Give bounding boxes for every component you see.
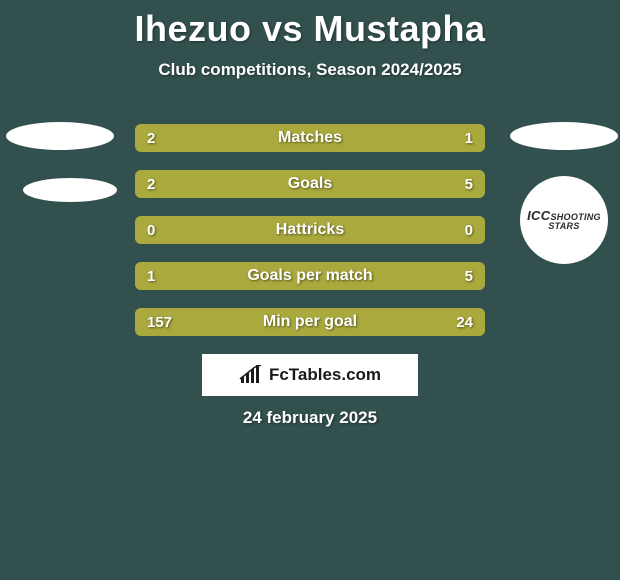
brand-text: FcTables.com	[269, 365, 381, 385]
bar-left-segment	[135, 124, 368, 152]
date-label: 24 february 2025	[0, 408, 620, 428]
subtitle: Club competitions, Season 2024/2025	[0, 60, 620, 80]
bar-row: 15724Min per goal	[135, 308, 485, 336]
brand-box: FcTables.com	[202, 354, 418, 396]
bar-row: 00Hattricks	[135, 216, 485, 244]
player-left-avatar-2	[23, 178, 117, 202]
player-left-avatar-1	[6, 122, 114, 150]
bar-left-segment	[135, 262, 193, 290]
player-right-avatar-1	[510, 122, 618, 150]
club-logo-text-top: ICC	[527, 208, 550, 223]
bar-left-segment	[135, 216, 310, 244]
bar-left-segment	[135, 308, 401, 336]
bar-right-segment	[368, 124, 485, 152]
club-logo-text-bottom: SHOOTING STARS	[548, 212, 601, 231]
bar-row: 21Matches	[135, 124, 485, 152]
bar-row: 25Goals	[135, 170, 485, 198]
brand-chart-icon	[239, 365, 263, 385]
bar-right-segment	[235, 170, 485, 198]
bar-right-segment	[193, 262, 485, 290]
page-title: Ihezuo vs Mustapha	[0, 0, 620, 50]
bar-right-segment	[401, 308, 485, 336]
comparison-bars: 21Matches 25Goals 00Hattricks 15Goals per m…	[135, 124, 485, 354]
player-right-club-logo: ICCSHOOTING STARS	[520, 176, 608, 264]
bar-left-segment	[135, 170, 235, 198]
bar-right-segment	[310, 216, 485, 244]
bar-row: 15Goals per match	[135, 262, 485, 290]
